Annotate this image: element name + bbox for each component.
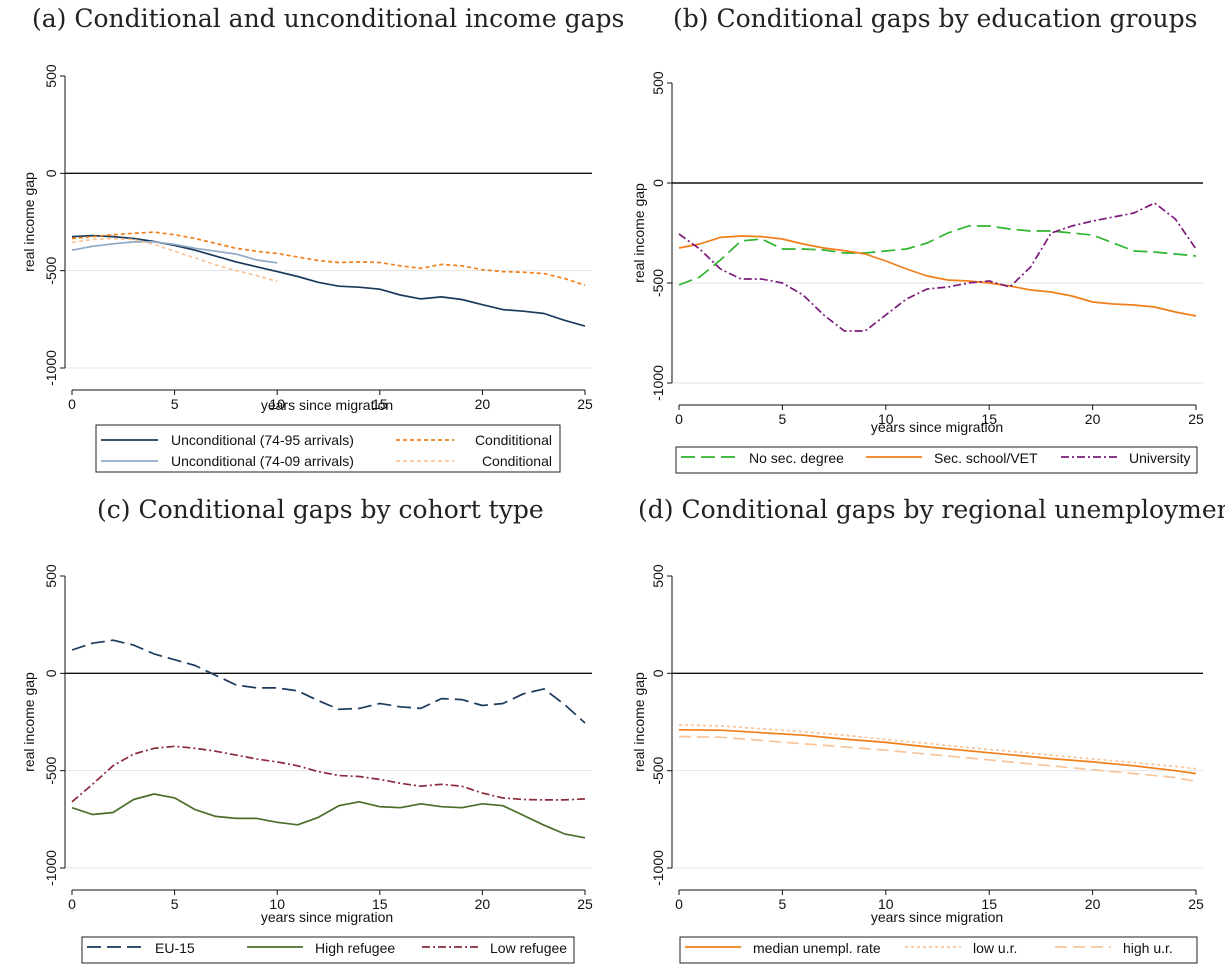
x-tick-label: 25 [577,396,593,412]
y-tick-label: -500 [43,256,59,284]
legend-label: High refugee [315,940,395,956]
y-tick-label: 0 [650,179,666,187]
y-tick-label: 500 [43,564,59,588]
legend-label: Sec. school/VET [934,450,1038,466]
series-line-0 [71,639,586,724]
x-tick-label: 10 [878,896,894,912]
y-tick-label: 500 [650,71,666,95]
x-tick-label: 5 [779,896,787,912]
y-tick-label: 0 [43,169,59,177]
series-line-2 [71,231,586,287]
x-tick-label: 10 [269,396,285,412]
x-axis-label: years since migration [261,397,393,413]
x-tick-label: 0 [68,396,76,412]
panel-title-a: (a) Conditional and unconditional income… [32,4,625,33]
y-axis-label: real income gap [631,672,647,772]
panel-title-d: (d) Conditional gaps by regional unemplo… [638,495,1225,524]
legend-box [675,446,1198,474]
legend: No sec. degree Sec. school/VET University [675,446,1198,474]
y-axis-label: real income gap [21,172,37,272]
legend-label: low u.r. [973,940,1017,956]
legend: Unconditional (74-95 arrivals) Unconditio… [95,424,561,473]
x-tick-label: 15 [981,411,997,427]
plot-area [61,44,596,394]
x-tick-label: 10 [269,896,285,912]
legend-label: University [1129,450,1190,466]
x-tick-label: 15 [372,396,388,412]
series-line-1 [678,235,1197,317]
legend-label: Unconditional (74-95 arrivals) [171,432,354,448]
y-tick-label: 0 [43,669,59,677]
x-tick-label: 0 [675,896,683,912]
x-axis-label: years since migration [261,909,393,925]
legend-label: Low refugee [490,940,567,956]
legend-label: Unconditional (74-09 arrivals) [171,453,354,469]
legend-box [679,936,1198,964]
legend-label: Condititional [475,432,552,448]
plot-area [668,51,1207,409]
x-axis-label: years since migration [871,909,1003,925]
legend-label: high u.r. [1123,940,1173,956]
x-tick-label: 0 [675,411,683,427]
legend-box [81,936,575,964]
x-tick-label: 0 [68,896,76,912]
y-tick-label: -1000 [43,850,59,886]
x-tick-label: 15 [981,896,997,912]
y-tick-label: -1000 [650,850,666,886]
legend: EU-15 High refugee Low refugee [81,936,575,964]
y-tick-label: 500 [650,564,666,588]
panel-title-b: (b) Conditional gaps by education groups [673,4,1198,33]
panel-title-c: (c) Conditional gaps by cohort type [97,495,544,524]
y-tick-label: 0 [650,669,666,677]
y-tick-label: -500 [650,269,666,297]
series-line-2 [678,202,1197,332]
x-tick-label: 5 [779,411,787,427]
series-line-0 [678,728,1197,775]
x-tick-label: 10 [878,411,894,427]
x-tick-label: 5 [171,896,179,912]
series-line-0 [678,225,1197,286]
y-tick-label: -500 [43,756,59,784]
y-axis-label: real income gap [631,183,647,283]
x-tick-label: 20 [475,896,491,912]
panel-b: 500 0 -500 -1000 0 5 10 15 20 25 years since migra… [631,51,1207,474]
plot-area [668,544,1207,894]
x-tick-label: 20 [475,396,491,412]
legend-label: No sec. degree [749,450,844,466]
y-tick-label: -1000 [43,350,59,386]
series-line-3 [71,237,278,283]
legend-label: EU-15 [155,940,195,956]
x-tick-label: 20 [1085,411,1101,427]
y-tick-label: -1000 [650,365,666,401]
series-line-1 [71,241,278,264]
x-tick-label: 15 [372,896,388,912]
y-tick-label: -500 [650,756,666,784]
x-tick-label: 25 [1188,411,1204,427]
series-line-1 [71,793,586,839]
series-line-2 [71,745,586,803]
panel-c: 500 0 -500 -1000 0 5 10 15 20 25 years since migra… [21,544,596,964]
y-axis-label: real income gap [21,672,37,772]
legend-label: Conditional [482,453,552,469]
legend: median unempl. rate low u.r. high u.r. [679,936,1198,964]
legend-box [95,424,561,473]
y-tick-label: 500 [43,64,59,88]
legend-label: median unempl. rate [753,940,881,956]
panel-d: 500 0 -500 -1000 0 5 10 15 20 25 years since migra… [631,544,1207,964]
plot-area [61,544,596,894]
x-tick-label: 20 [1085,896,1101,912]
x-axis-label: years since migration [871,419,1003,435]
x-tick-label: 25 [577,896,593,912]
panel-a: 500 0 -500 -1000 0 5 10 15 20 25 years since migra… [21,44,596,473]
x-tick-label: 5 [171,396,179,412]
x-tick-label: 25 [1188,896,1204,912]
